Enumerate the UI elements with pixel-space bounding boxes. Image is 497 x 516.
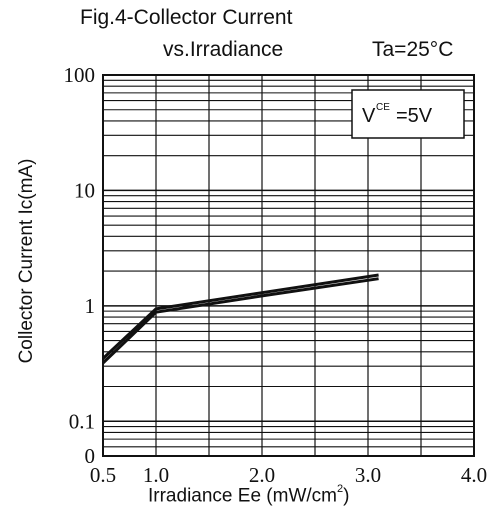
chart-subtitle: vs.Irradiance	[163, 38, 284, 61]
plot-frame	[102, 74, 475, 457]
series-line-2	[101, 277, 379, 365]
series-layer	[101, 273, 379, 365]
y-tick-label: 10	[74, 178, 95, 202]
y-tick-label: 1	[85, 294, 96, 318]
x-axis-label: Irradiance Ee (mW/cm2)	[148, 483, 350, 507]
vce-symbol: V	[362, 105, 376, 127]
x-tick-label: 1.0	[143, 463, 169, 487]
vce-value: =5V	[396, 105, 433, 127]
x-tick-label: 3.0	[355, 463, 381, 487]
chart-title: Fig.4-Collector Current	[80, 6, 293, 29]
vce-box	[351, 89, 465, 139]
vce-subscript: CE	[376, 102, 390, 113]
x-axis-label-end: )	[343, 485, 350, 507]
x-axis-label-text: Irradiance Ee (mW/cm	[148, 485, 337, 507]
frame-layer	[102, 74, 475, 457]
tick-layer: 100 10 1 0.1 00.5 1.0 2.0 3.0 4.0	[64, 63, 488, 487]
x-axis-label-sup: 2	[336, 483, 344, 495]
x-tick-label: 4.0	[461, 463, 487, 487]
y-tick-label: 0.1	[69, 409, 95, 433]
annotation-layer: V CE =5V	[351, 89, 465, 139]
y-tick-label: 100	[64, 63, 96, 87]
temperature-condition: Ta=25°C	[372, 38, 454, 61]
y-tick-label: 0	[85, 444, 96, 468]
x-tick-label: 0.5	[90, 463, 116, 487]
x-tick-label: 2.0	[249, 463, 275, 487]
series-line-1	[101, 273, 379, 360]
